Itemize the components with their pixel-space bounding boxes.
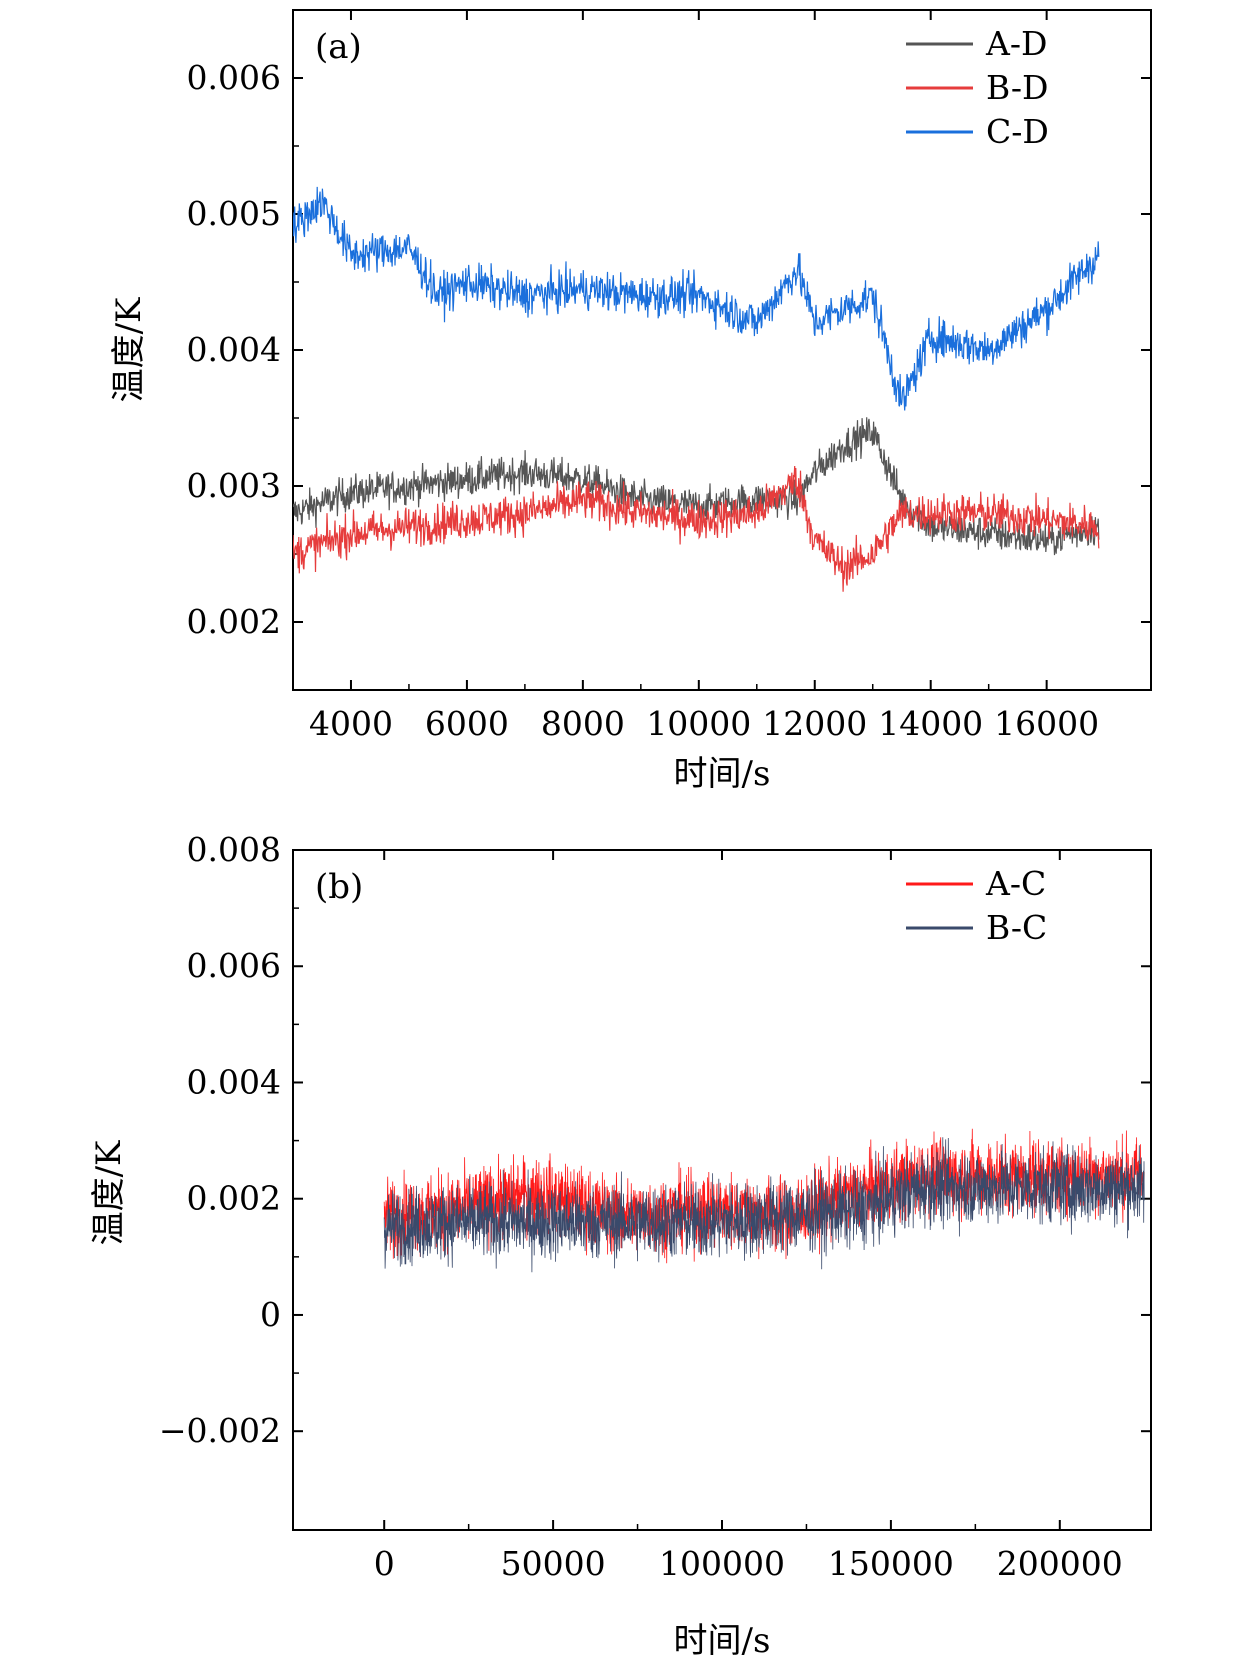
panel-b-y-title: 温度/K — [89, 1140, 129, 1245]
y-tick-label: −0.002 — [159, 1411, 281, 1450]
x-tick-label: 6000 — [425, 704, 509, 743]
panel-a-y-axis: 0.002 0.003 0.004 0.005 0.006 — [187, 58, 1151, 641]
panel-b-x-axis: 0 50000 100000 150000 200000 — [374, 850, 1123, 1583]
x-tick-label: 0 — [374, 1544, 395, 1583]
series-line-C-D — [293, 186, 1100, 411]
y-tick-label: 0.006 — [187, 58, 281, 97]
y-tick-label: 0.003 — [187, 466, 281, 505]
x-tick-label: 150000 — [828, 1544, 954, 1583]
y-tick-label: 0.008 — [187, 830, 281, 869]
x-tick-label: 100000 — [659, 1544, 785, 1583]
legend-label: B-D — [986, 68, 1048, 107]
x-tick-label: 200000 — [997, 1544, 1123, 1583]
x-tick-label: 16000 — [994, 704, 1099, 743]
panel-b: 0 50000 100000 150000 200000 −0.002 0 0.002 0.0… — [89, 830, 1152, 1661]
y-tick-label: 0.006 — [187, 946, 281, 985]
panel-a-x-axis: 4000 6000 8000 10000 12000 14000 16000 — [309, 10, 1099, 743]
x-tick-label: 10000 — [646, 704, 751, 743]
series-line-A-D — [293, 417, 1100, 556]
legend-label: A-C — [985, 864, 1046, 903]
y-tick-label: 0.002 — [187, 602, 281, 641]
panel-a-series — [293, 186, 1100, 592]
y-tick-label: 0.002 — [187, 1179, 281, 1218]
y-tick-label: 0.005 — [187, 194, 281, 233]
y-tick-label: 0.004 — [187, 1062, 281, 1101]
panel-b-label: (b) — [315, 867, 363, 907]
y-tick-label: 0 — [260, 1295, 281, 1334]
x-tick-label: 12000 — [762, 704, 867, 743]
legend-label: B-C — [986, 908, 1047, 947]
x-tick-label: 4000 — [309, 704, 393, 743]
panel-a-x-title: 时间/s — [674, 754, 771, 794]
panel-a-label: (a) — [315, 27, 362, 67]
series-line-B-D — [293, 465, 1100, 592]
legend-label: A-D — [985, 24, 1047, 63]
panel-a-y-title: 温度/K — [109, 297, 149, 402]
panel-a-legend: A-D B-D C-D — [906, 24, 1049, 151]
legend-label: C-D — [986, 112, 1049, 151]
series-line-B-C — [383, 1137, 1145, 1273]
panel-b-x-title: 时间/s — [674, 1621, 771, 1661]
x-tick-label: 8000 — [541, 704, 625, 743]
panel-b-y-axis: −0.002 0 0.002 0.004 0.006 0.008 — [159, 830, 1151, 1450]
x-tick-label: 14000 — [878, 704, 983, 743]
x-tick-label: 50000 — [501, 1544, 606, 1583]
panel-b-legend: A-C B-C — [906, 864, 1047, 947]
panel-b-series — [383, 1128, 1145, 1273]
y-tick-label: 0.004 — [187, 330, 281, 369]
panel-a: 4000 6000 8000 10000 12000 14000 16000 0.0020.… — [109, 9, 1152, 794]
